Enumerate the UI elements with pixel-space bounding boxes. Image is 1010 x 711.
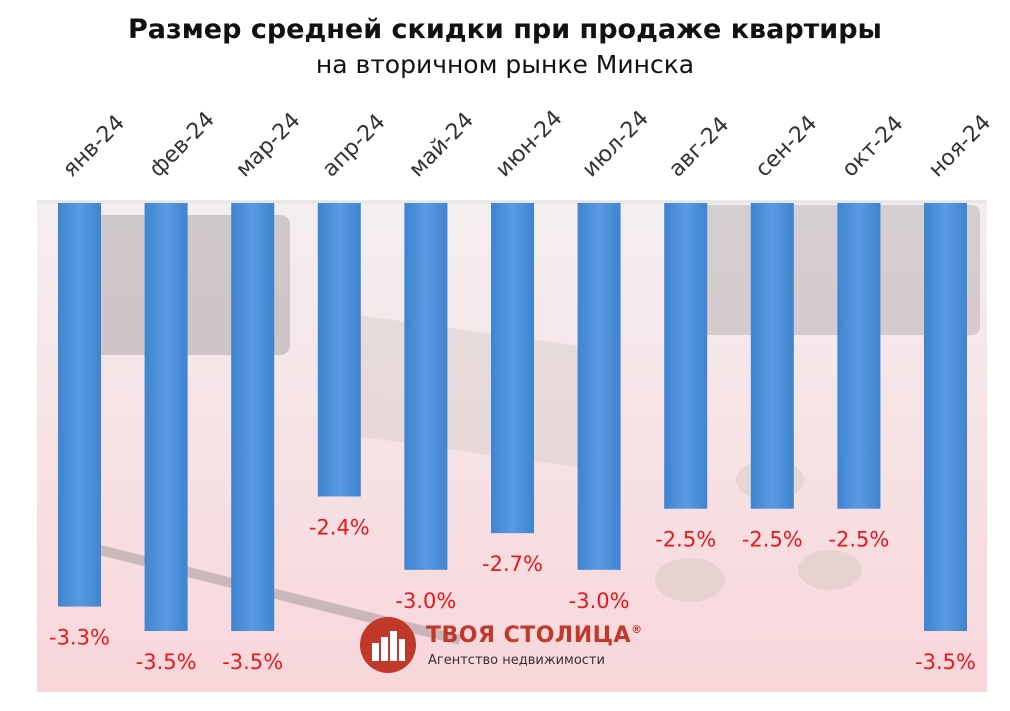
bar-авг-24 (664, 203, 708, 509)
x-tick-label-авг-24: авг-24 (664, 112, 734, 182)
x-tick-label-мар-24: мар-24 (231, 108, 305, 182)
logo-tagline: Агентство недвижимости (428, 653, 605, 668)
x-tick-label-май-24: май-24 (404, 108, 478, 182)
value-label-май-24: -3.0% (395, 589, 456, 613)
bar-май-24 (404, 203, 448, 570)
bar-сен-24 (750, 203, 794, 509)
value-label-ноя-24: -3.5% (915, 650, 976, 674)
value-label-янв-24: -3.3% (49, 626, 110, 650)
chart-title: Размер средней скидки при продаже кварти… (128, 14, 882, 45)
bar-окт-24 (837, 203, 881, 509)
chart-subtitle: на вторичном рынке Минска (315, 50, 695, 79)
building-logo-icon (360, 617, 416, 673)
value-label-авг-24: -2.5% (655, 528, 716, 552)
bar-фев-24 (144, 203, 188, 631)
bar-ноя-24 (924, 203, 967, 631)
x-tick-label-окт-24: окт-24 (837, 111, 908, 182)
value-label-апр-24: -2.4% (309, 515, 370, 539)
x-tick-label-фев-24: фев-24 (145, 107, 220, 182)
x-tick-label-сен-24: сен-24 (751, 111, 822, 182)
bar-янв-24 (58, 203, 101, 607)
value-label-фев-24: -3.5% (136, 650, 197, 674)
bar-мар-24 (231, 203, 275, 631)
value-label-мар-24: -3.5% (222, 650, 283, 674)
x-tick-label-июл-24: июл-24 (578, 106, 654, 182)
value-label-сен-24: -2.5% (742, 528, 803, 552)
x-tick-label-ноя-24: ноя-24 (924, 110, 996, 182)
bar-июн-24 (491, 203, 534, 534)
logo-company-name: ТВОЯ СТОЛИЦА® (426, 623, 643, 648)
x-tick-label-янв-24: янв-24 (58, 110, 130, 182)
x-tick-label-апр-24: апр-24 (318, 110, 391, 183)
bar-апр-24 (317, 203, 361, 497)
bar-июл-24 (577, 203, 621, 570)
value-label-июл-24: -3.0% (569, 589, 630, 613)
value-label-июн-24: -2.7% (482, 552, 543, 576)
company-logo: ТВОЯ СТОЛИЦА® Агентство недвижимости (360, 617, 660, 675)
value-label-окт-24: -2.5% (828, 528, 889, 552)
x-tick-label-июн-24: июн-24 (491, 106, 567, 182)
